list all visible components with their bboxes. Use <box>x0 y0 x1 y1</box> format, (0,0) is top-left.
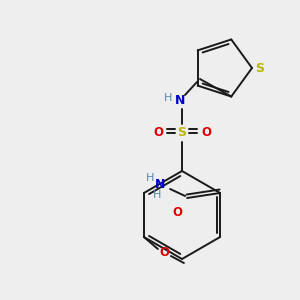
Text: N: N <box>175 94 185 107</box>
Text: O: O <box>201 127 211 140</box>
Text: S: S <box>256 61 265 74</box>
Text: O: O <box>159 247 169 260</box>
Text: O: O <box>153 127 163 140</box>
Text: N: N <box>155 178 165 190</box>
Text: S: S <box>178 127 187 140</box>
Text: H: H <box>153 190 161 200</box>
Text: O: O <box>172 206 182 218</box>
Text: H: H <box>164 93 172 103</box>
Text: H: H <box>146 173 154 183</box>
